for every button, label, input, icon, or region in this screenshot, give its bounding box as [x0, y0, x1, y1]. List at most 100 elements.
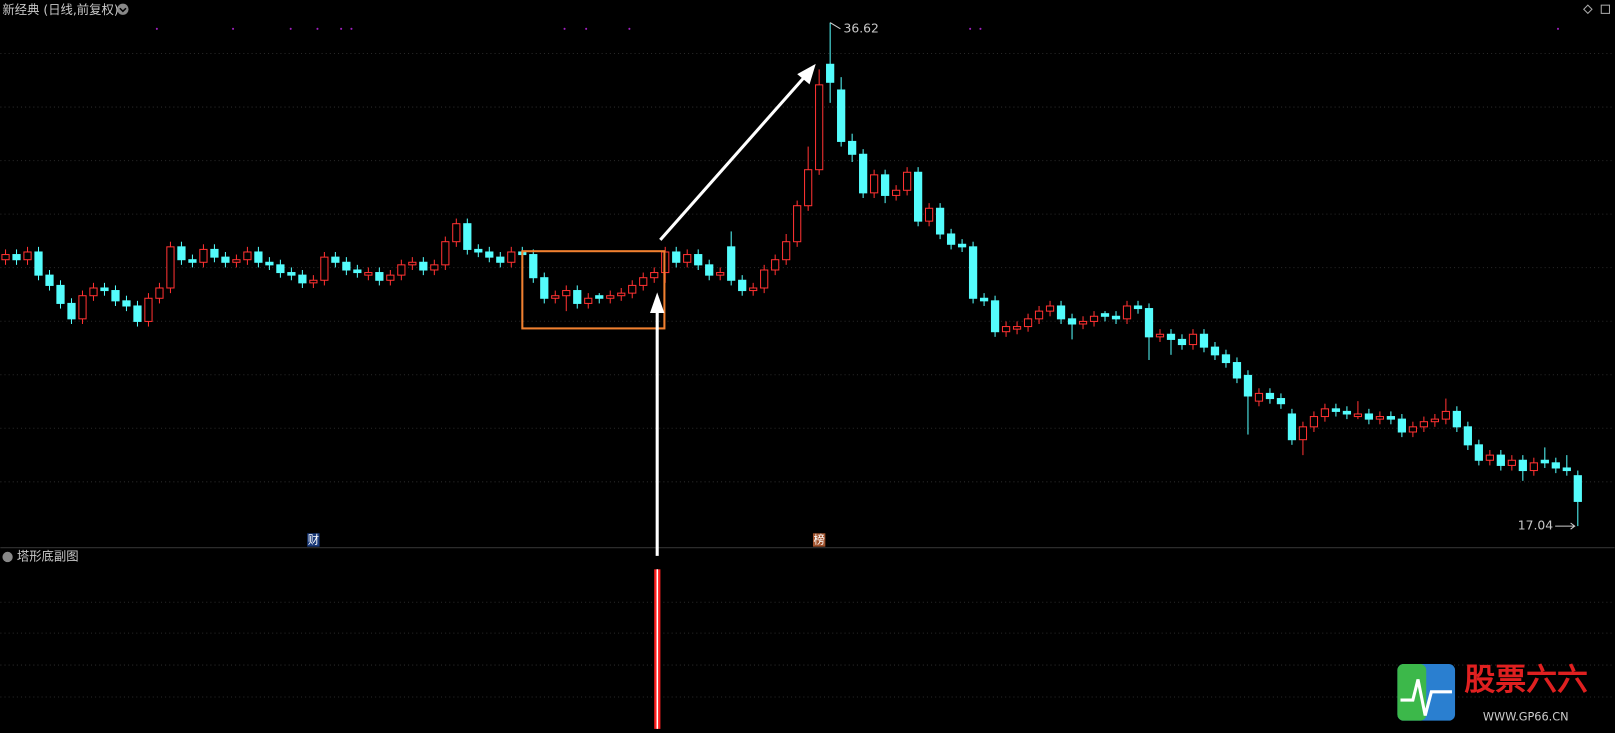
candle-body	[199, 248, 208, 263]
subchart-title: 塔形底副图	[17, 548, 79, 563]
candle-body	[935, 207, 945, 235]
event-marker: 财	[308, 532, 319, 546]
candle-body	[1309, 416, 1319, 428]
candle-body	[1419, 421, 1428, 428]
icon[interactable]	[1600, 4, 1610, 14]
candle-body	[342, 261, 351, 271]
candle-body	[221, 256, 230, 263]
menu-toggle[interactable]	[117, 3, 129, 15]
min-pointer	[1555, 522, 1576, 530]
candle-body	[12, 254, 21, 261]
candle-body	[990, 300, 1000, 333]
candle-body	[188, 259, 197, 263]
candle-body	[804, 169, 813, 207]
candle-body	[1210, 346, 1220, 356]
candle-body	[298, 274, 307, 284]
candle-body	[1089, 315, 1099, 322]
candle-body	[892, 189, 901, 196]
event-marker-box	[812, 533, 826, 547]
plot: 36.62 17.04 财 榜	[0, 21, 1615, 729]
candle-body	[859, 153, 868, 194]
candle-body	[89, 287, 98, 297]
candle-body	[870, 174, 879, 194]
candle-body	[1188, 333, 1198, 346]
candle-body	[1001, 326, 1011, 333]
candle-body	[309, 279, 318, 284]
candle-body	[408, 261, 417, 266]
candle-body	[1243, 374, 1253, 397]
candle-body	[540, 277, 549, 299]
candle-body	[133, 305, 142, 322]
candle-body	[639, 277, 648, 286]
candle-body	[1232, 362, 1242, 379]
candle-body	[902, 171, 912, 191]
candle-body	[716, 272, 725, 276]
candle-body	[353, 269, 362, 274]
candle-body	[782, 241, 791, 261]
candle-body	[507, 251, 516, 263]
candle-body	[694, 254, 703, 266]
candle-body	[1463, 426, 1472, 446]
candle-body	[1287, 413, 1297, 441]
candle-body	[1353, 413, 1363, 418]
candle-body	[1265, 392, 1275, 400]
candle-body	[1441, 410, 1450, 420]
candle-body	[441, 241, 450, 266]
candle-body	[1276, 398, 1286, 405]
candle-body	[1045, 305, 1055, 312]
purple-dots	[155, 27, 1560, 30]
candle-body	[463, 223, 472, 250]
candle-body	[727, 246, 736, 281]
event-marker-box	[307, 533, 320, 547]
candle-body	[419, 261, 428, 271]
candle-body	[232, 259, 241, 263]
candle-body	[1496, 454, 1505, 466]
candle-body	[430, 264, 439, 271]
candle-body	[1023, 318, 1033, 328]
icon[interactable]	[1583, 4, 1593, 15]
candle-body	[496, 256, 505, 263]
candle-body	[1397, 418, 1407, 433]
candle-body	[771, 259, 780, 271]
candle-body	[1012, 326, 1022, 330]
candle-body	[749, 287, 758, 292]
candle-body	[584, 297, 593, 304]
candle-body	[793, 205, 802, 243]
candle-body	[529, 254, 538, 279]
chevron	[119, 7, 127, 13]
candle-body	[34, 251, 43, 276]
candle-body	[1540, 459, 1549, 464]
arrow-head	[649, 292, 665, 313]
candle-body	[1474, 444, 1483, 461]
candle-body	[738, 279, 747, 292]
candle-body	[155, 287, 164, 299]
candle-body	[485, 251, 494, 258]
candle-body	[144, 297, 153, 322]
max-label: 36.62	[844, 21, 879, 35]
candle-body	[551, 295, 560, 299]
watermark-title: 股票六六	[1464, 662, 1588, 698]
candle-body	[1375, 416, 1385, 420]
candle-body	[946, 233, 956, 245]
event-marker: 榜	[813, 532, 824, 546]
candle-body	[397, 264, 406, 276]
menu-toggle[interactable]	[2, 551, 13, 563]
candle-body	[122, 300, 131, 307]
candle-body	[111, 290, 120, 302]
candle-body	[474, 248, 483, 253]
candle-body	[23, 251, 32, 261]
candle-body	[177, 246, 186, 261]
candle-body	[760, 269, 769, 289]
watermark: 股票六六 WWW.GP66.CN	[1397, 662, 1588, 724]
logo	[1397, 664, 1427, 721]
max-pointer	[829, 22, 841, 30]
candle-body	[924, 207, 934, 222]
candle-body	[210, 248, 219, 258]
highlight-box	[521, 250, 666, 330]
candle-body	[452, 223, 461, 243]
candle-body	[815, 84, 824, 171]
candle-body	[67, 302, 76, 320]
candle-body	[331, 256, 340, 263]
candle-body	[1562, 467, 1571, 472]
